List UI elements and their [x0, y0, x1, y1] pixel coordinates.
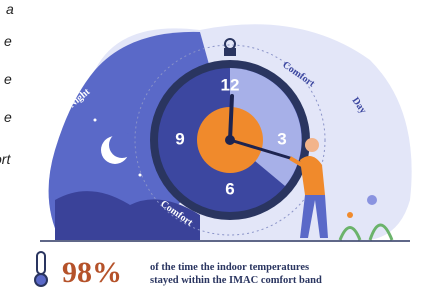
star	[94, 119, 97, 122]
clock-number: 3	[277, 129, 286, 148]
flower	[347, 212, 353, 218]
flower	[367, 195, 377, 205]
side-text: e	[4, 71, 12, 87]
stat-value: 98%	[62, 256, 122, 289]
clock-number: 6	[225, 179, 234, 198]
person-head	[305, 138, 319, 152]
side-text: ort	[0, 151, 11, 167]
stat-caption: of the time the indoor temperatures	[150, 262, 309, 273]
stat-caption: stayed within the IMAC comfort band	[150, 275, 322, 286]
thermometer	[37, 252, 45, 274]
clock-number: 12	[221, 75, 240, 94]
infographic: a e e e ort 12 3 6 9 Night Comfort Day C…	[0, 0, 426, 298]
side-text: e	[4, 33, 12, 49]
clock-number: 9	[175, 129, 184, 148]
thermometer-bulb	[35, 274, 47, 286]
hour-hand	[230, 96, 232, 140]
clock-pin	[225, 135, 235, 145]
side-text: e	[4, 109, 12, 125]
star	[139, 174, 142, 177]
moon-shade	[109, 132, 135, 158]
side-text: a	[6, 1, 14, 17]
